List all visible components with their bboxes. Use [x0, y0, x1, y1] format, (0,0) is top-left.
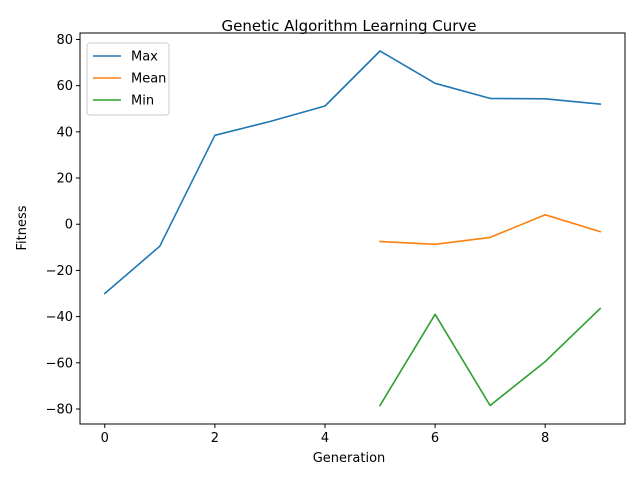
legend-label-min: Min	[131, 94, 154, 109]
y-tick-label: −20	[46, 264, 73, 279]
legend-label-mean: Mean	[131, 72, 166, 87]
legend-box	[86, 42, 170, 116]
series-line-min	[378, 307, 602, 407]
y-tick-label: −80	[46, 402, 73, 417]
x-axis: 0 2 4 6 8	[101, 424, 549, 446]
plot-frame	[79, 32, 626, 425]
chart-title: Genetic Algorithm Learning Curve	[221, 17, 476, 35]
y-axis-title: Fitness	[15, 205, 30, 250]
y-tick-label: 20	[56, 172, 73, 187]
y-tick-label: −60	[46, 356, 73, 371]
y-tick-label: 60	[56, 79, 73, 94]
y-tick-label: 80	[56, 33, 73, 48]
x-tick-label: 8	[541, 431, 549, 446]
y-axis: −80 −60 −40 −20 0 20 40 60 80	[46, 33, 80, 417]
x-axis-title: Generation	[313, 451, 386, 466]
x-tick-label: 0	[101, 431, 109, 446]
y-tick-label: 0	[65, 218, 73, 233]
x-tick-label: 4	[321, 431, 329, 446]
x-tick-label: 6	[431, 431, 439, 446]
y-tick-label: −40	[46, 310, 73, 325]
series-line-max	[103, 50, 602, 295]
legend-label-max: Max	[131, 50, 158, 65]
series-layer	[103, 50, 602, 407]
series-line-mean	[379, 214, 602, 246]
y-tick-label: 40	[56, 125, 73, 140]
x-tick-label: 2	[211, 431, 219, 446]
legend: Max Mean Min	[86, 42, 170, 116]
